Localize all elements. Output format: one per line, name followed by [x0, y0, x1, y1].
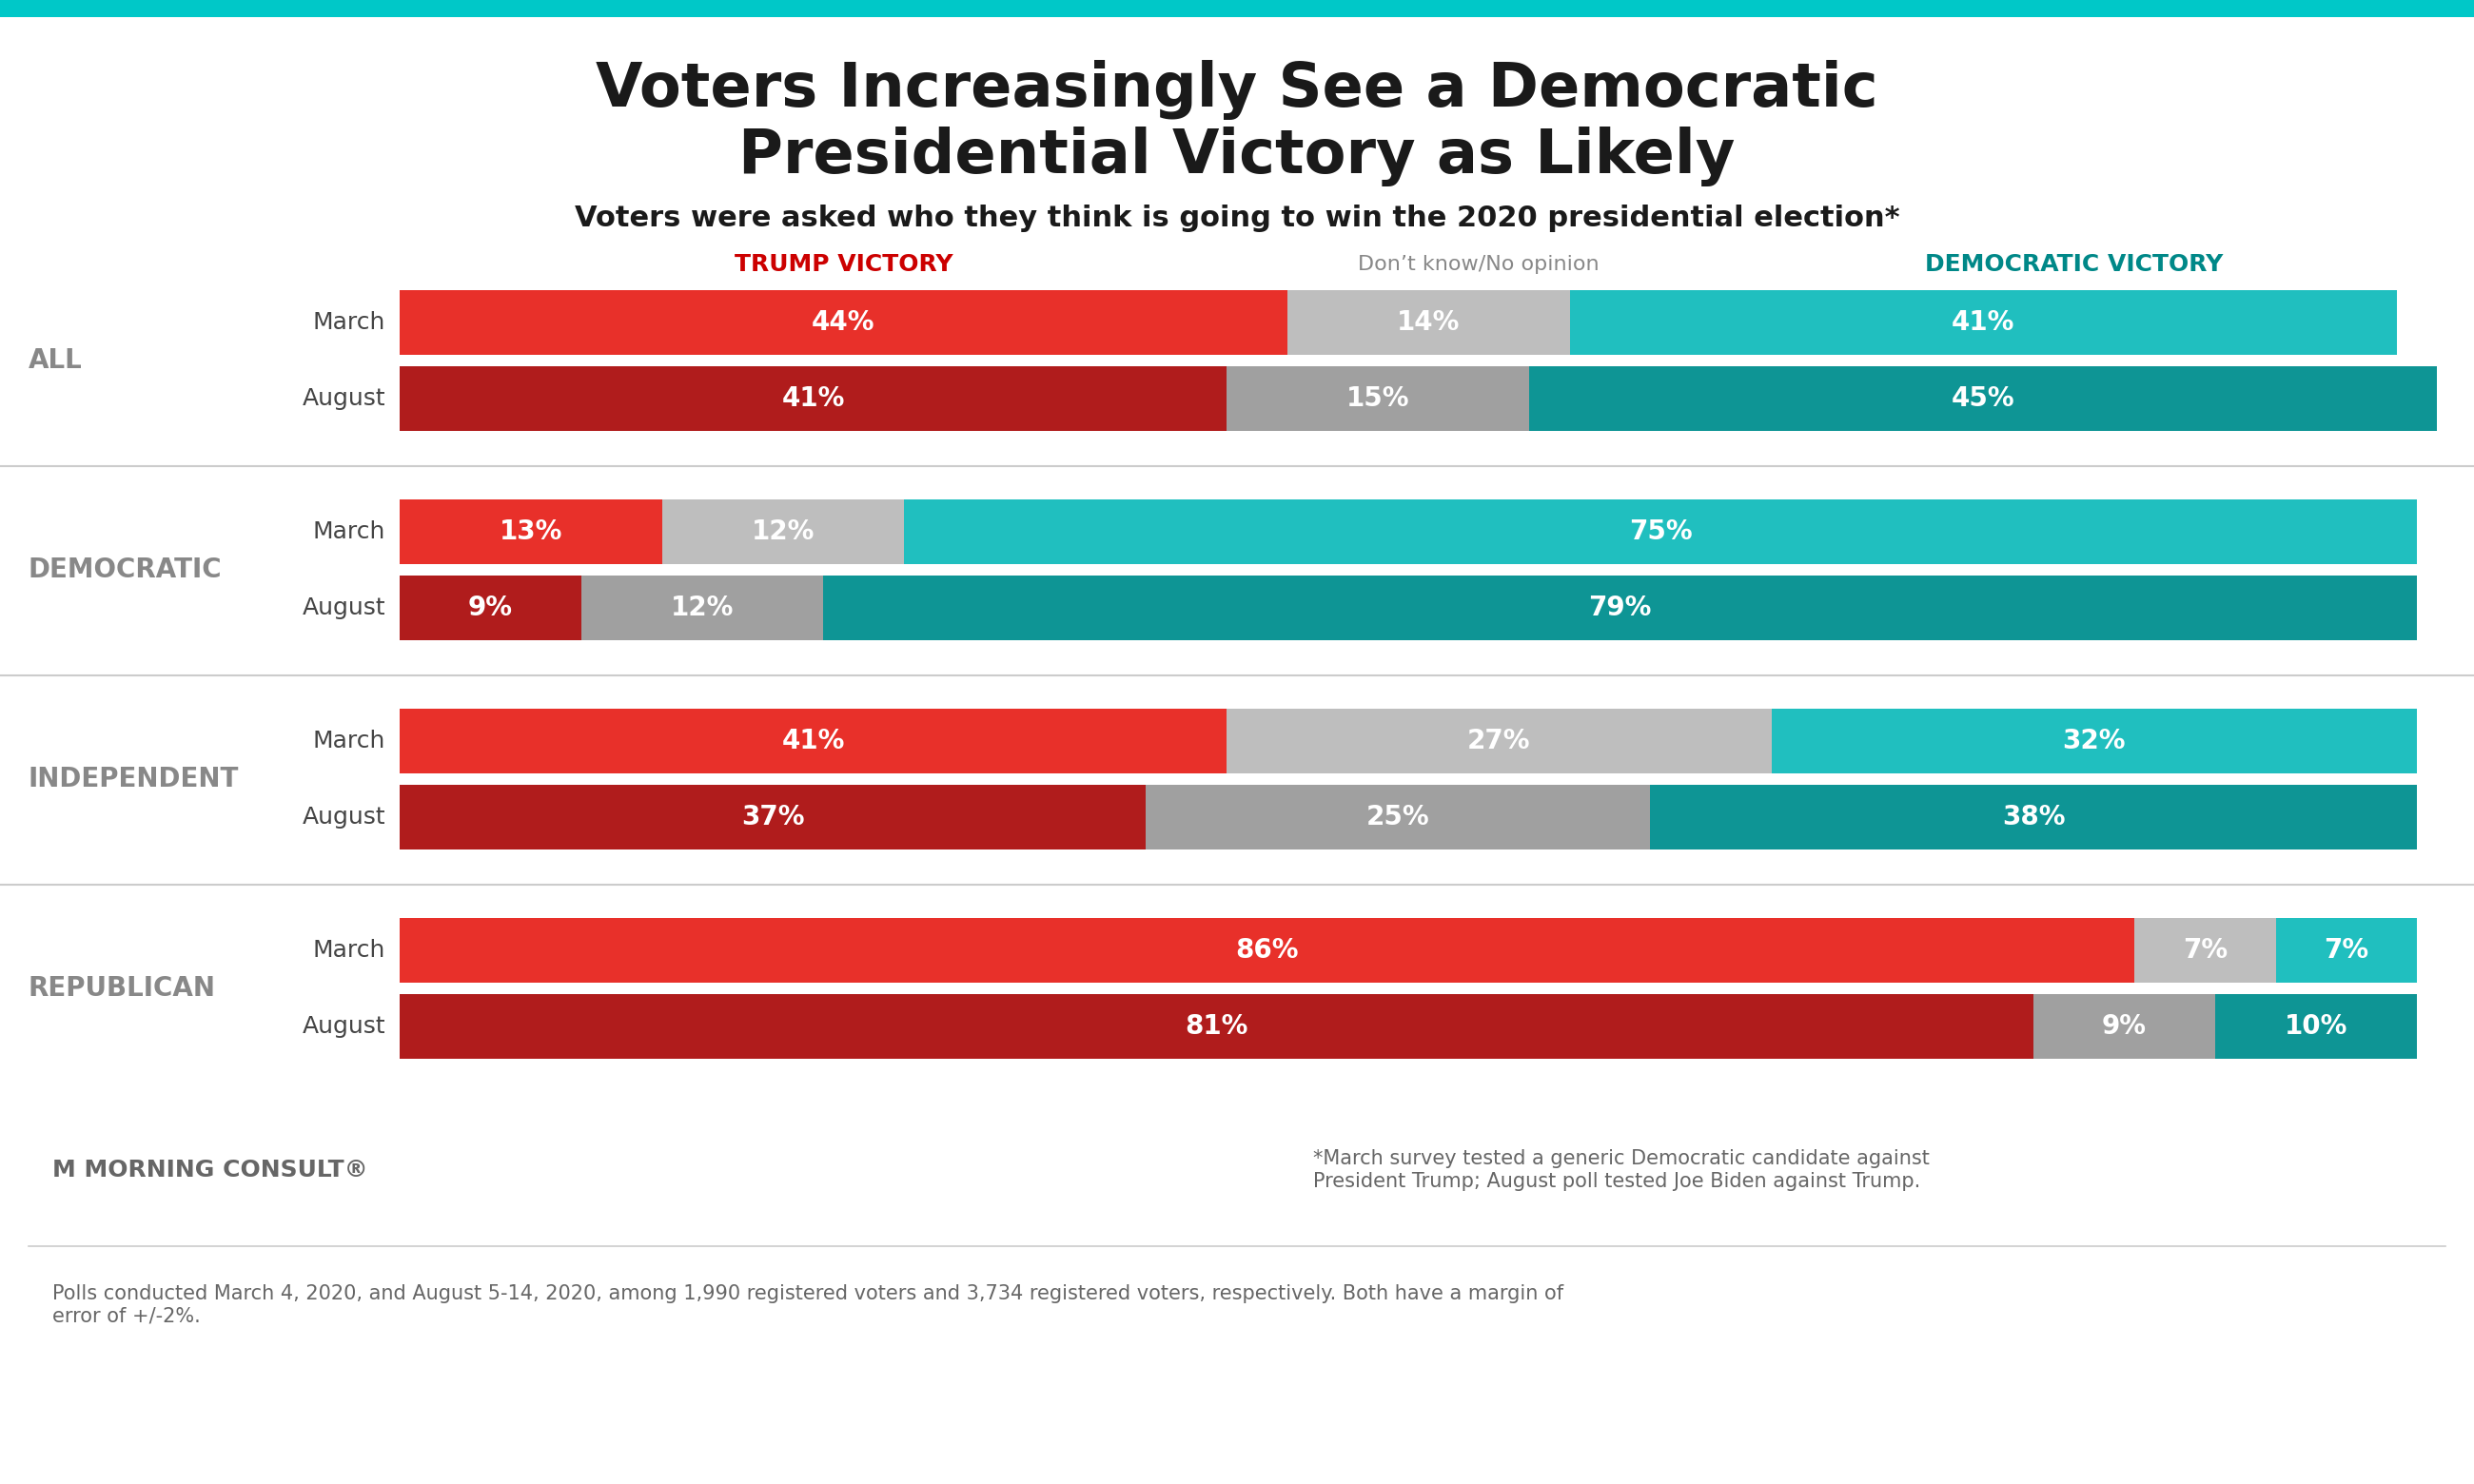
Text: INDEPENDENT: INDEPENDENT: [30, 766, 240, 792]
Text: 9%: 9%: [2103, 1014, 2147, 1040]
Bar: [2034, 994, 2214, 1058]
Text: March: March: [312, 312, 386, 334]
Bar: [1227, 367, 1529, 430]
Bar: [1650, 785, 2417, 849]
Text: August: August: [302, 1015, 386, 1037]
Text: *March survey tested a generic Democratic candidate against
President Trump; Aug: *March survey tested a generic Democrati…: [1314, 1150, 1930, 1190]
Text: 41%: 41%: [782, 386, 844, 413]
Text: Voters were asked who they think is going to win the 2020 presidential election*: Voters were asked who they think is goin…: [574, 205, 1900, 233]
Text: 10%: 10%: [2284, 1014, 2348, 1040]
Text: March: March: [312, 730, 386, 752]
Text: DEMOCRATIC: DEMOCRATIC: [30, 556, 223, 583]
Text: 75%: 75%: [1628, 518, 1692, 545]
Bar: [401, 291, 1286, 355]
Text: 9%: 9%: [468, 595, 512, 622]
Text: ALL: ALL: [30, 347, 82, 374]
Bar: [903, 500, 2417, 564]
Text: 81%: 81%: [1185, 1014, 1249, 1040]
Bar: [1145, 785, 1650, 849]
Bar: [2214, 994, 2417, 1058]
Text: August: August: [302, 806, 386, 828]
Text: DEMOCRATIC VICTORY: DEMOCRATIC VICTORY: [1925, 254, 2224, 276]
Text: 44%: 44%: [811, 309, 876, 335]
Text: 27%: 27%: [1467, 727, 1531, 754]
Bar: [824, 576, 2417, 640]
Text: REPUBLICAN: REPUBLICAN: [30, 975, 215, 1002]
Text: 79%: 79%: [1588, 595, 1653, 622]
Bar: [1227, 709, 1771, 773]
Text: 15%: 15%: [1346, 386, 1410, 413]
Bar: [2276, 919, 2417, 982]
Text: 45%: 45%: [1952, 386, 2014, 413]
Bar: [401, 785, 1145, 849]
Bar: [1529, 367, 2437, 430]
Text: 7%: 7%: [2182, 936, 2227, 963]
Text: August: August: [302, 597, 386, 619]
Bar: [401, 919, 2135, 982]
Text: M MORNING CONSULT®: M MORNING CONSULT®: [52, 1159, 369, 1181]
Bar: [2135, 919, 2276, 982]
Text: 12%: 12%: [752, 518, 814, 545]
Text: 86%: 86%: [1235, 936, 1299, 963]
Bar: [581, 576, 824, 640]
Bar: [401, 994, 2034, 1058]
Text: 12%: 12%: [670, 595, 735, 622]
Text: Voters Increasingly See a Democratic: Voters Increasingly See a Democratic: [596, 61, 1878, 120]
Bar: [401, 367, 1227, 430]
Text: Polls conducted March 4, 2020, and August 5-14, 2020, among 1,990 registered vot: Polls conducted March 4, 2020, and Augus…: [52, 1284, 1564, 1325]
Bar: [401, 709, 1227, 773]
Bar: [663, 500, 903, 564]
Text: 41%: 41%: [782, 727, 844, 754]
Text: August: August: [302, 387, 386, 410]
Bar: [401, 500, 663, 564]
Text: 38%: 38%: [2001, 804, 2066, 831]
Bar: [0, 0, 2474, 18]
Text: 37%: 37%: [742, 804, 804, 831]
Text: TRUMP VICTORY: TRUMP VICTORY: [735, 254, 952, 276]
Text: Don’t know/No opinion: Don’t know/No opinion: [1358, 255, 1601, 275]
Text: 41%: 41%: [1952, 309, 2014, 335]
Text: March: March: [312, 939, 386, 962]
Text: March: March: [312, 521, 386, 543]
Text: 25%: 25%: [1366, 804, 1430, 831]
Bar: [1569, 291, 2397, 355]
Bar: [1771, 709, 2417, 773]
Text: 32%: 32%: [2063, 727, 2125, 754]
Text: 14%: 14%: [1398, 309, 1460, 335]
Bar: [401, 576, 581, 640]
Text: 13%: 13%: [500, 518, 562, 545]
Text: 7%: 7%: [2323, 936, 2368, 963]
Text: Presidential Victory as Likely: Presidential Victory as Likely: [740, 128, 1734, 187]
Bar: [1286, 291, 1569, 355]
